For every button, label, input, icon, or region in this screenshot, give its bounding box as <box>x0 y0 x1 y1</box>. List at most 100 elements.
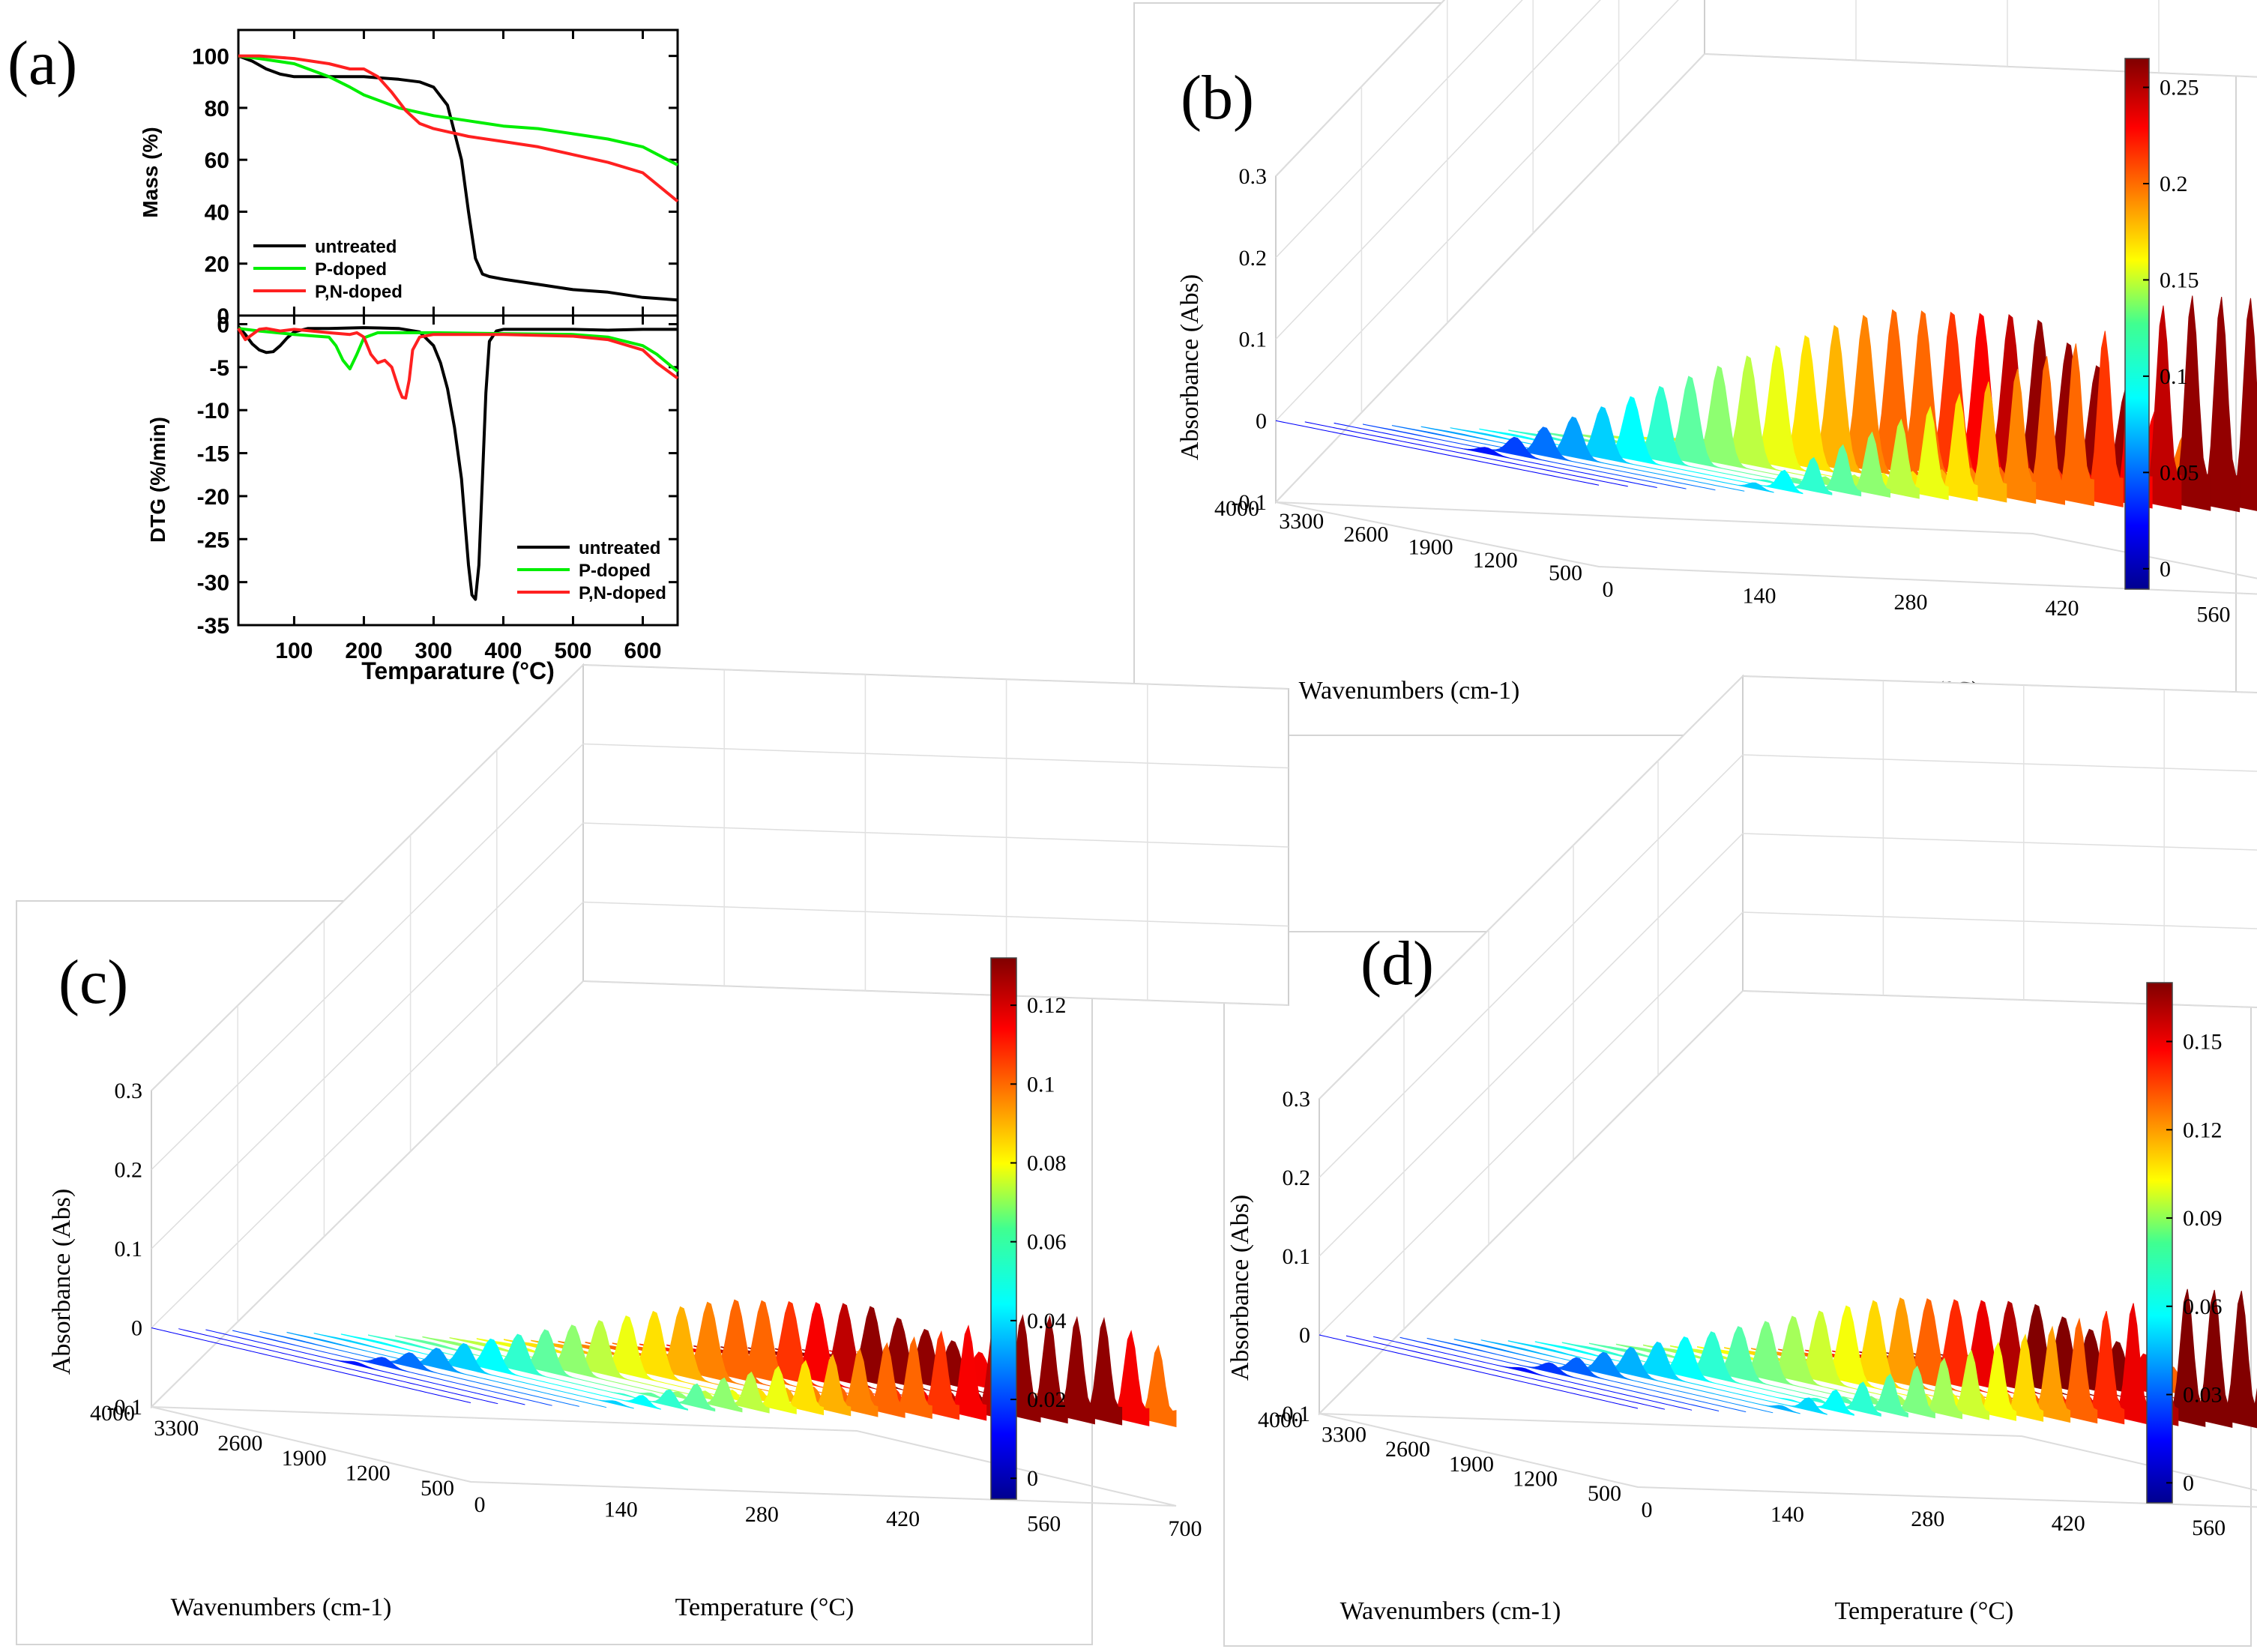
z-gridline <box>1275 0 1601 340</box>
surface-slice <box>178 1328 498 1405</box>
temperature-tick-label: 140 <box>1743 583 1777 608</box>
y-tick-label: -20 <box>197 485 229 510</box>
wavenumber-tick-label: 1900 <box>282 1446 327 1471</box>
wavenumber-tick-label: 1200 <box>1513 1466 1558 1491</box>
wavenumber-axis-label: Wavenumbers (cm-1) <box>1340 1597 1561 1625</box>
wavenumber-tick-label: 2600 <box>1343 522 1388 546</box>
z-gridline <box>1319 990 1744 1414</box>
colorbar <box>990 957 1017 1500</box>
z-tick-label: 0.1 <box>115 1237 143 1261</box>
colorbar <box>2146 982 2173 1504</box>
surface-slice <box>1420 416 1745 492</box>
z-gridline <box>1742 833 2257 851</box>
legend-entry: P,N-doped <box>315 282 403 302</box>
temperature-tick-label: 560 <box>1027 1512 1061 1537</box>
z-axis-label: Absorbance (Abs) <box>1176 274 1204 460</box>
y-tick-label: -35 <box>197 614 229 639</box>
z-gridline <box>151 743 584 1171</box>
z-gridline <box>151 980 584 1408</box>
surface-slice <box>340 1333 661 1410</box>
z-gridline <box>151 901 584 1329</box>
z-axis-label: Absorbance (Abs) <box>48 1189 76 1375</box>
colorbar-tick-label: 0.08 <box>1027 1151 1067 1175</box>
y-tick-label: 20 <box>205 253 229 277</box>
colorbar-tick-label: 0.1 <box>1027 1072 1055 1097</box>
z-gridline <box>582 901 1289 927</box>
surface-slice <box>286 1331 607 1408</box>
floor-outline <box>1275 501 2257 595</box>
z-tick-label: -0.1 <box>107 1395 143 1420</box>
temperature-tick-label: 420 <box>2046 596 2079 621</box>
surface-slice <box>1426 1337 1747 1413</box>
z-gridline <box>1319 911 1744 1336</box>
surface-slice <box>205 1329 525 1405</box>
series-line-p-doped <box>238 327 679 373</box>
wavenumber-tick-label: 500 <box>421 1476 454 1501</box>
z-gridline <box>1275 0 1679 421</box>
back-wall-right <box>1742 675 2257 1008</box>
temperature-tick-label: 0 <box>474 1492 486 1517</box>
temperature-tick-label: 280 <box>1911 1507 1944 1531</box>
x-tick-label: 100 <box>275 639 313 663</box>
y-tick-label: -15 <box>197 442 229 467</box>
colorbar-tick-label: 0.12 <box>2183 1118 2223 1142</box>
z-gridline <box>1704 53 2257 78</box>
panel-label-a: (a) <box>7 28 77 98</box>
y-tick-label: -10 <box>197 399 229 423</box>
surface-slice <box>1304 421 1628 487</box>
surface-slice <box>1507 1340 1827 1415</box>
wavenumber-tick-label: 1200 <box>346 1461 391 1486</box>
z-gridline <box>1742 911 2257 929</box>
z-gridline <box>1742 990 2257 1008</box>
colorbar-tick-label: 0.06 <box>1027 1230 1067 1255</box>
surface-slice <box>1346 1335 1666 1410</box>
colorbar-tick-label: 0.09 <box>2183 1206 2223 1231</box>
surface-slice <box>1363 423 1687 489</box>
z-gridline <box>1275 53 1705 503</box>
legend-entry: untreated <box>579 538 660 558</box>
temperature-axis-label: Temperature (°C) <box>675 1594 855 1621</box>
y-tick-label: 80 <box>205 97 229 121</box>
temperature-tick-label: 140 <box>604 1497 638 1522</box>
wavenumber-axis-label: Wavenumbers (cm-1) <box>171 1594 392 1621</box>
back-wall-right <box>1704 0 2257 78</box>
wavenumber-tick-label: 4000 <box>1258 1408 1303 1432</box>
wavenumber-tick-label: 4000 <box>1214 496 1259 521</box>
legend-entry: P-doped <box>315 259 387 280</box>
colorbar-tick-label: 0.02 <box>1027 1387 1067 1412</box>
z-tick-label: 0.3 <box>115 1079 143 1103</box>
x-tick-label: 500 <box>554 639 591 663</box>
colorbar-tick-label: 0.1 <box>2160 364 2188 389</box>
series-line-untreated <box>238 54 678 302</box>
z-tick-label: 0.2 <box>1239 246 1268 271</box>
z-tick-label: 0 <box>1299 1323 1310 1348</box>
y-tick-label: 0 <box>217 304 229 329</box>
legend-entry: P,N-doped <box>579 583 666 603</box>
z-tick-label: 0.1 <box>1283 1244 1311 1269</box>
y-tick-label: 60 <box>205 148 229 173</box>
temperature-tick-label: 700 <box>1169 1516 1202 1541</box>
plot-frame-a-bottom <box>237 314 679 627</box>
temperature-tick-label: 280 <box>745 1502 779 1527</box>
wavenumber-tick-label: 500 <box>1549 561 1582 585</box>
z-gridline <box>1319 675 1744 1100</box>
series-line-p-n-doped <box>237 327 679 400</box>
colorbar-tick-label: 0 <box>1027 1466 1038 1491</box>
z-gridline <box>1275 0 1523 259</box>
surface-slice <box>1334 423 1657 488</box>
y-tick-label: -30 <box>197 571 229 596</box>
x-axis-label-a-bottom: Temparature (°C) <box>361 657 555 684</box>
surface-slice <box>1480 1339 1801 1414</box>
z-tick-label: 0.2 <box>1283 1166 1311 1190</box>
surface-slice <box>1275 420 1600 486</box>
wavenumber-tick-label: 1900 <box>1449 1452 1494 1477</box>
surface-slice <box>313 1333 634 1409</box>
wavenumber-tick-label: 4000 <box>90 1401 135 1426</box>
z-gridline <box>582 743 1289 769</box>
y-tick-label: 0 <box>217 313 229 337</box>
surface-slice <box>1399 1336 1720 1411</box>
wavenumber-tick-label: 2600 <box>1385 1437 1430 1462</box>
z-gridline <box>1319 754 1744 1178</box>
